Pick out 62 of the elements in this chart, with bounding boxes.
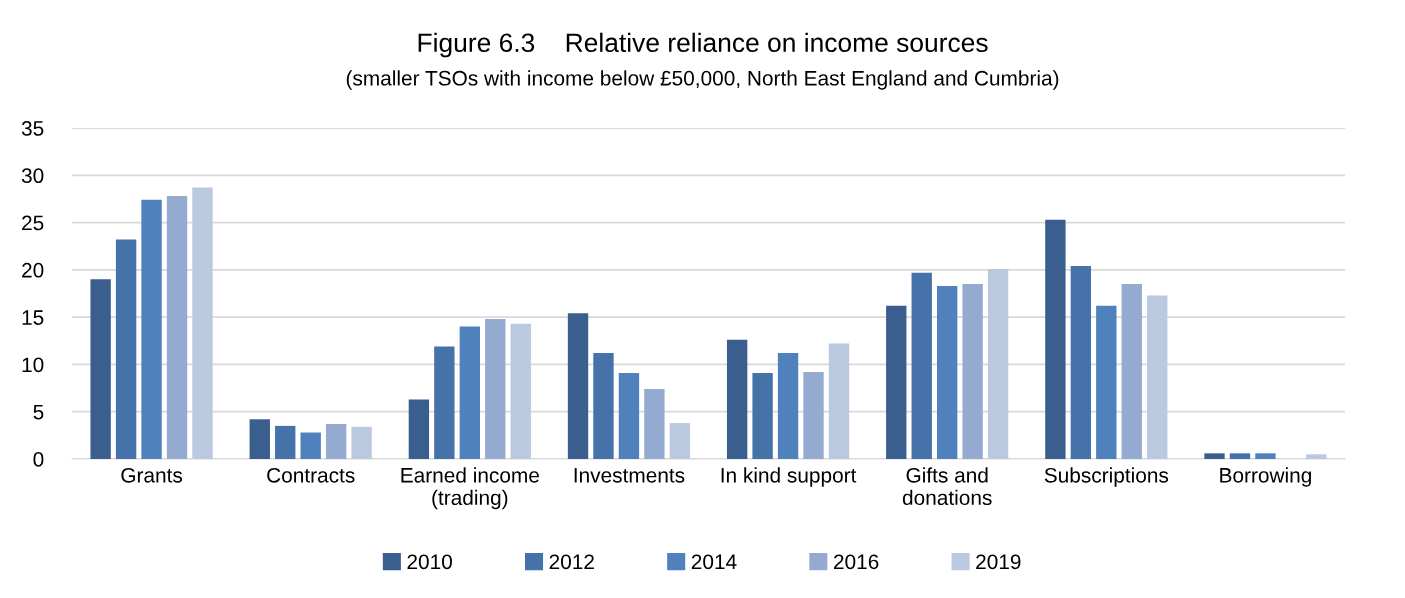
bar: [1306, 454, 1327, 459]
bar: [1045, 219, 1066, 459]
x-tick-label: Contracts: [267, 467, 355, 483]
y-tick-label: 20: [22, 262, 44, 278]
bar: [1147, 295, 1168, 459]
bar: [777, 353, 799, 459]
y-tick-label: 10: [22, 357, 44, 373]
bar: [962, 284, 983, 459]
bar: [644, 389, 665, 459]
bar: [408, 399, 430, 459]
y-tick-label: 15: [22, 310, 44, 325]
y-tick-label: 25: [22, 215, 44, 231]
bar: [90, 279, 111, 459]
bar: [828, 343, 850, 459]
bar: [618, 372, 640, 459]
bar: [937, 285, 958, 459]
bar: [300, 432, 321, 459]
bar: [1096, 305, 1117, 459]
legend-label: 2012: [549, 554, 594, 570]
legend-label: 2019: [976, 554, 1021, 570]
bar: [141, 199, 162, 459]
bar: [1229, 453, 1251, 459]
bar: [249, 419, 270, 459]
bar: [752, 372, 773, 459]
bar: [351, 426, 372, 459]
legend-label: 2010: [407, 554, 452, 570]
bar: [1121, 284, 1142, 459]
bar: [166, 196, 188, 459]
legend-label: 2014: [691, 554, 737, 570]
y-tick-label: 35: [21, 121, 44, 136]
x-tick-label: Subscriptions: [1044, 467, 1169, 487]
bar: [485, 319, 506, 459]
bar: [510, 323, 531, 459]
bar: [669, 423, 691, 459]
bar: [434, 346, 455, 459]
legend-label: 2016: [834, 554, 879, 570]
bar: [459, 326, 480, 459]
x-tick-label: Gifts and donations: [902, 467, 992, 506]
bar: [593, 353, 614, 459]
bar: [115, 239, 137, 459]
bar: [1070, 266, 1092, 459]
x-tick-label: Grants: [121, 467, 183, 483]
y-tick-label: 30: [21, 168, 44, 184]
bar: [726, 339, 748, 459]
chart-title: Figure 6.3 Relative reliance on income sources: [418, 32, 988, 58]
bar: [911, 272, 932, 459]
bar: [567, 313, 589, 459]
x-tick-label: Investments: [574, 468, 685, 483]
bar: [325, 424, 347, 459]
bar: [275, 425, 296, 459]
bar: [987, 268, 1009, 459]
bar: [1255, 453, 1276, 459]
x-tick-label: Earned income (trading): [401, 467, 539, 510]
chart-subtitle: (smaller TSOs with income below £50,000, North East England and Cumbria): [346, 70, 1059, 90]
y-tick-label: 5: [33, 404, 44, 420]
bar: [192, 187, 213, 459]
x-tick-label: Borrowing: [1220, 467, 1311, 487]
y-tick-label: 0: [33, 452, 44, 467]
bar: [1204, 453, 1225, 459]
x-tick-label: In kind support: [721, 467, 857, 487]
bar: [886, 305, 907, 459]
bar: [803, 371, 824, 459]
